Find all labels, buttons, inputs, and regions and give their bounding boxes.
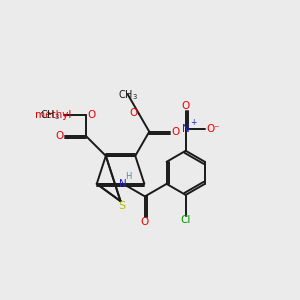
Text: O⁻: O⁻	[206, 124, 220, 134]
Text: O: O	[181, 101, 189, 111]
Text: N: N	[182, 124, 190, 134]
Text: S: S	[118, 202, 126, 212]
Text: $\mathrm{CH_3}$: $\mathrm{CH_3}$	[118, 88, 138, 102]
Text: N: N	[119, 179, 127, 189]
Text: O: O	[140, 217, 148, 227]
Text: O: O	[56, 130, 64, 140]
Text: H: H	[125, 172, 132, 181]
Text: methyl: methyl	[35, 110, 71, 121]
Text: +: +	[190, 118, 196, 127]
Text: $\mathrm{CH_3}$: $\mathrm{CH_3}$	[40, 109, 60, 122]
Text: Cl: Cl	[181, 215, 191, 225]
Text: O: O	[129, 108, 137, 118]
Text: O: O	[88, 110, 96, 120]
Text: O: O	[172, 127, 180, 137]
